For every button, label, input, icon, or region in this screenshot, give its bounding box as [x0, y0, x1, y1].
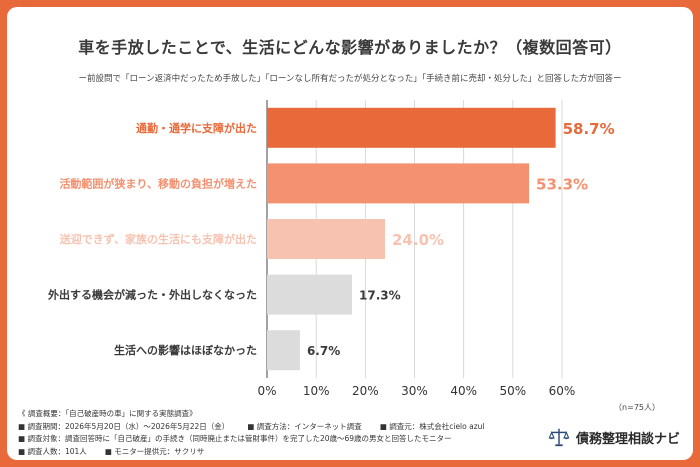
note-text: ■ 調査期間：2026年5月20日（水）〜2026年5月22日（金） — [18, 421, 230, 431]
note-text: ■ 調査人数：101人 — [18, 446, 87, 456]
value-label: 6.7% — [307, 344, 340, 358]
x-tick-label: 30% — [401, 384, 428, 398]
category-label: 送迎できず、家族の生活にも支障が出た — [59, 232, 257, 246]
value-label: 53.3% — [536, 175, 588, 193]
scales-icon — [548, 428, 570, 447]
chart-title: 車を手放したことで、生活にどんな影響がありましたか？（複数回答可） — [78, 38, 622, 57]
note-text: ■ 調査方法：インターネット調査 — [247, 421, 362, 431]
x-tick-label: 60% — [549, 384, 576, 398]
note-text: ■ 調査元：株式会社cielo azul — [379, 421, 485, 431]
x-tick-labels: 0% 10% 20% 30% 40% 50% 60% — [257, 384, 575, 398]
brand-name: 債務整理相談ナビ — [576, 431, 681, 447]
value-label: 58.7% — [563, 120, 615, 138]
note-text: 《 調査概要：「自己破産時の車」に関する実態調査》 — [18, 409, 197, 418]
x-tick-label: 20% — [352, 384, 379, 398]
category-label: 活動範囲が狭まり、移動の負担が増えた — [59, 176, 257, 190]
note-row: ■ 調査期間：2026年5月20日（水）〜2026年5月22日（金） ■ 調査方法… — [18, 421, 502, 434]
bar — [267, 274, 353, 315]
category-label: 通勤・通学に支障が出た — [136, 121, 257, 135]
survey-notes: 《 調査概要：「自己破産時の車」に関する実態調査》 ■ 調査期間：2026年5月2… — [18, 408, 502, 458]
category-label: 外出する機会が減った・外出しなくなった — [47, 288, 257, 302]
x-tick-label: 0% — [257, 384, 276, 398]
x-tick-label: 10% — [303, 384, 330, 398]
chart-subtitle: ー前設問で「ローン返済中だったため手放した」「ローンなし所有だったが処分となった… — [78, 74, 622, 84]
category-label: 生活への影響はほぼなかった — [114, 343, 257, 357]
brand-logo: 債務整理相談ナビ — [548, 426, 680, 448]
value-label: 24.0% — [392, 231, 444, 249]
note-text: ■ 調査対象：調査回答時に「自己破産」の手続き（同時廃止または管財事件）を完了し… — [18, 434, 452, 443]
note-row: 《 調査概要：「自己破産時の車」に関する実態調査》 — [18, 408, 502, 421]
note-row: ■ 調査対象：調査回答時に「自己破産」の手続き（同時廃止または管財事件）を完了し… — [18, 433, 502, 446]
bars — [267, 107, 556, 371]
x-tick-label: 50% — [499, 384, 526, 398]
value-label: 17.3% — [359, 289, 401, 303]
bar — [267, 330, 300, 371]
category-labels: 通勤・通学に支障が出た活動範囲が狭まり、移動の負担が増えた送迎できず、家族の生活… — [47, 121, 257, 357]
value-labels: 58.7% 53.3% 24.0% 17.3% 6.7% — [307, 120, 615, 358]
sample-size-note: （n=75人） — [614, 403, 660, 412]
bar — [267, 219, 385, 259]
note-text: ■ モニター提供元：サクリサ — [104, 446, 205, 456]
bar — [267, 163, 530, 204]
note-row: ■ 調査人数：101人 ■ モニター提供元：サクリサ — [18, 446, 502, 459]
bar — [267, 107, 556, 148]
x-tick-label: 40% — [450, 384, 477, 398]
